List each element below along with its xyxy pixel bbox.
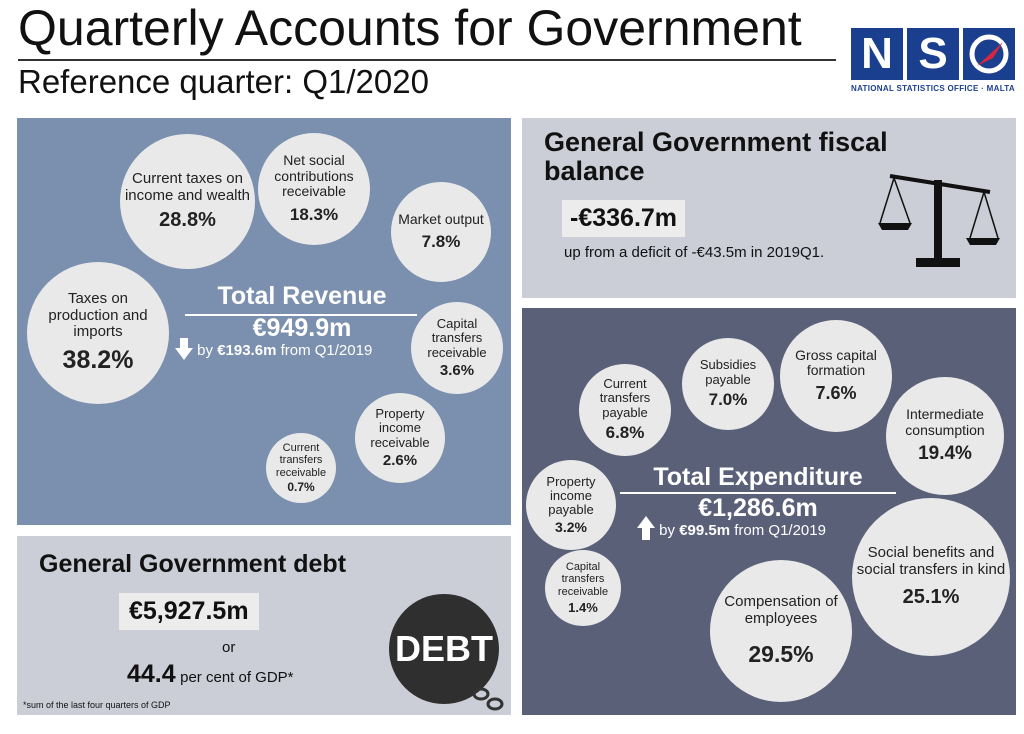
bubble-label: Social benefits and social transfers in … [856, 544, 1006, 578]
expenditure-bubble: Capital transfers receivable 1.4% [545, 550, 621, 626]
revenue-bubble: Taxes on production and imports 38.2% [27, 262, 169, 404]
revenue-title: Total Revenue [217, 282, 387, 310]
bubble-percent: 1.4% [568, 599, 598, 615]
change-value: €99.5m [679, 522, 731, 539]
bubble-percent: 7.0% [708, 389, 748, 409]
expenditure-title: Total Expenditure [653, 463, 863, 491]
bubble-label: Property income receivable [370, 406, 430, 450]
debt-panel: General Government debt €5,927.5m or 44.… [17, 536, 511, 715]
scale-icon [878, 174, 1000, 267]
logo-letter-s: S [907, 28, 959, 80]
page-subtitle: Reference quarter: Q1/2020 [18, 63, 429, 100]
fiscal-note: up from a deficit of -€43.5m in 2019Q1. [564, 244, 825, 261]
expenditure-bubble: Social benefits and social transfers in … [852, 498, 1010, 656]
bubble-label: Taxes on production and imports [48, 290, 148, 341]
bubble-percent: 3.6% [439, 361, 475, 379]
bubble-percent: 19.4% [918, 442, 972, 464]
revenue-panel: Current taxes on income and wealth 28.8%… [17, 118, 511, 525]
change-suffix: from Q1/2019 [280, 342, 373, 359]
expenditure-divider [620, 492, 896, 494]
expenditure-bubble: Gross capital formation 7.6% [780, 320, 892, 432]
expenditure-bubble: Property income payable 3.2% [526, 460, 616, 550]
bubble-percent: 2.6% [382, 451, 418, 469]
nso-logo: N S NATIONAL STATISTICS OFFICE · MALTA [851, 28, 1021, 98]
fiscal-panel: General Government fiscal balance -€336.… [522, 118, 1016, 298]
bubble-label: Capital transfers receivable [557, 561, 609, 598]
debt-pct-value: 44.4 [127, 660, 176, 688]
bubble-percent: 7.8% [421, 232, 461, 252]
fiscal-title: General Government fiscal balance [544, 127, 888, 186]
revenue-change: by €193.6m from Q1/2019 [175, 338, 372, 360]
bubble-percent: 6.8% [605, 422, 645, 442]
debt-value: €5,927.5m [119, 593, 259, 630]
page-title: Quarterly Accounts for Government [18, 0, 802, 56]
bubble-percent: 18.3% [289, 204, 339, 224]
bubble-percent: 38.2% [62, 345, 134, 374]
fiscal-value: -€336.7m [562, 200, 686, 237]
arrow-up-icon [637, 516, 655, 540]
bubble-percent: 3.2% [555, 519, 587, 536]
revenue-bubble: Current transfers receivable 0.7% [266, 433, 336, 503]
bubble-label: Property income payable [546, 473, 596, 518]
expenditure-total: €1,286.6m [698, 494, 818, 522]
revenue-bubble: Capital transfers receivable 3.6% [411, 302, 503, 394]
debt-footnote: *sum of the last four quarters of GDP [23, 700, 171, 710]
arrow-down-icon [175, 338, 193, 360]
revenue-bubble: Property income receivable 2.6% [355, 393, 445, 483]
change-prefix: by [197, 342, 214, 359]
revenue-bubble: Market output 7.8% [391, 182, 491, 282]
bubble-label: Capital transfers receivable [427, 316, 487, 360]
debt-ball-icon: DEBT [389, 594, 499, 704]
bubble-label: Compensation of employees [724, 593, 838, 627]
revenue-total: €949.9m [252, 314, 352, 342]
chain-icon [473, 687, 504, 711]
debt-pct-text: per cent of GDP* [180, 669, 294, 686]
debt-title: General Government debt [39, 550, 347, 578]
debt-ball-label: DEBT [395, 628, 493, 669]
bubble-label: Net social contributions receivable [274, 152, 354, 200]
expenditure-change: by €99.5m from Q1/2019 [637, 516, 826, 540]
expenditure-bubble: Compensation of employees 29.5% [710, 560, 852, 702]
expenditure-bubble: Subsidies payable 7.0% [682, 338, 774, 430]
logo-letter-o-box [963, 28, 1015, 80]
change-value: €193.6m [217, 342, 277, 359]
expenditure-panel: Current transfers payable 6.8% Subsidies… [522, 308, 1016, 715]
change-suffix: from Q1/2019 [734, 522, 826, 539]
expenditure-bubble: Intermediate consumption 19.4% [886, 377, 1004, 495]
title-divider [18, 59, 836, 61]
logo-compass-icon [969, 34, 1009, 74]
bubble-percent: 0.7% [287, 479, 315, 494]
bubble-percent: 28.8% [159, 209, 216, 231]
expenditure-bubble: Current transfers payable 6.8% [579, 364, 671, 456]
logo-tagline: NATIONAL STATISTICS OFFICE · MALTA [851, 84, 1015, 93]
revenue-bubble: Net social contributions receivable 18.3… [258, 133, 370, 245]
bubble-label: Current taxes on income and wealth [124, 170, 251, 204]
bubble-label: Intermediate consumption [905, 406, 985, 438]
bubble-label: Market output [398, 210, 484, 227]
revenue-divider [185, 314, 417, 316]
logo-letter-n: N [851, 28, 903, 80]
bubble-percent: 25.1% [902, 586, 960, 608]
bubble-label: Gross capital formation [795, 346, 877, 378]
bubble-percent: 7.6% [815, 383, 857, 404]
change-prefix: by [659, 522, 676, 539]
bubble-label: Subsidies payable [699, 357, 757, 387]
debt-gdp-ratio: 44.4 per cent of GDP* [127, 660, 294, 689]
bubble-percent: 29.5% [748, 641, 814, 667]
bubble-label: Current transfers receivable [275, 442, 327, 479]
bubble-label: Current transfers payable [599, 376, 651, 420]
debt-or: or [222, 639, 236, 656]
revenue-bubble: Current taxes on income and wealth 28.8% [120, 134, 255, 269]
